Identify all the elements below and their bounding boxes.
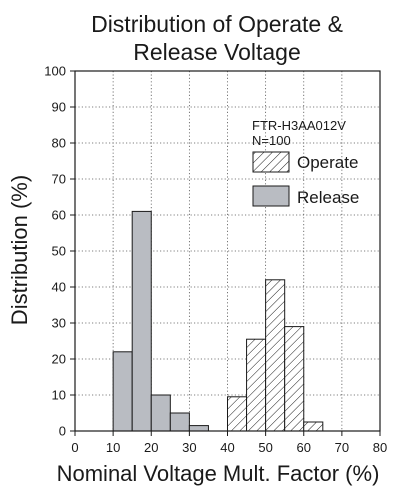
legend-label-release: Release [297,188,359,207]
bar-release-25-30 [169,412,190,432]
y-tick-label-3: 30 [52,316,66,331]
x-tick-label-7: 70 [335,440,349,455]
bar-release-10-15 [112,351,133,432]
bar-release-15-20 [131,210,152,432]
x-tick-label-6: 60 [297,440,311,455]
bar-release-30-35 [188,425,209,432]
y-tick-label-8: 80 [52,136,66,151]
legend-swatch-release [252,185,290,207]
y-tick-label-1: 10 [52,388,66,403]
annotation-model: FTR-H3AA012V [252,118,346,133]
x-tick-labels: 0 10 20 30 40 50 60 70 80 [71,440,387,455]
bar-operate-40-45 [227,396,248,432]
axis-ticks [70,70,381,436]
x-tick-label-1: 10 [106,440,120,455]
y-tick-label-7: 70 [52,172,66,187]
legend-label-operate: Operate [297,153,358,172]
x-tick-label-3: 30 [182,440,196,455]
bar-operate-60-65 [303,421,324,432]
bar-operate-55-60 [284,326,305,432]
legend-swatch-operate [252,151,290,173]
x-tick-label-5: 50 [258,440,272,455]
x-tick-label-4: 40 [220,440,234,455]
y-tick-label-0: 0 [59,424,66,439]
y-tick-label-6: 60 [52,208,66,223]
y-tick-label-5: 50 [52,244,66,259]
annotation-sample-size: N=100 [252,133,291,148]
y-tick-labels: 0 10 20 30 40 50 60 70 80 90 100 [44,64,66,439]
y-tick-label-4: 40 [52,280,66,295]
y-tick-label-9: 90 [52,100,66,115]
x-tick-label-2: 20 [144,440,158,455]
histogram-bars [112,210,324,432]
chart-title-line-2: Release Voltage [133,39,301,65]
legend: Operate Release [252,151,359,207]
y-tick-label-2: 20 [52,352,66,367]
bar-release-20-25 [150,394,171,432]
x-axis-label: Nominal Voltage Mult. Factor (%) [57,461,380,486]
y-tick-label-10: 100 [44,64,66,79]
x-tick-label-8: 80 [373,440,387,455]
x-tick-label-0: 0 [71,440,78,455]
chart-title-line-1: Distribution of Operate & [91,11,343,37]
bar-operate-45-50 [246,338,267,432]
bar-operate-50-55 [265,279,286,432]
y-axis-label: Distribution (%) [7,175,32,325]
